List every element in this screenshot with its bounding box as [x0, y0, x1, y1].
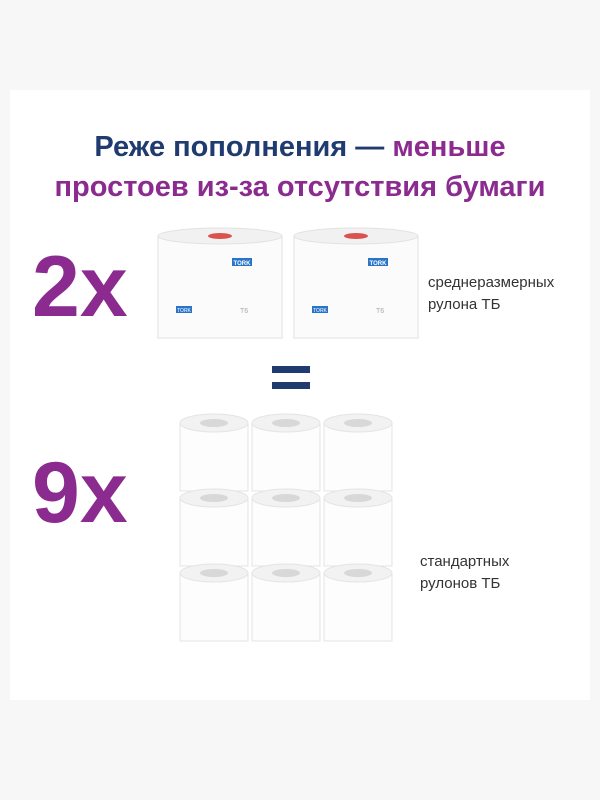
headline-navy: Реже пополнения — — [94, 131, 392, 163]
brand-text: TORK — [370, 261, 388, 267]
roll-body — [323, 572, 393, 642]
brand-text: TORK — [313, 308, 327, 314]
roll-marking: T6 — [376, 308, 384, 315]
roll-label: рулона ТБ — [428, 296, 501, 313]
roll-core — [344, 233, 368, 239]
roll-body — [179, 422, 249, 492]
brand-badge — [232, 258, 252, 266]
roll-body — [293, 235, 419, 339]
brand-text: TORK — [177, 308, 191, 314]
multiplier: 2x — [32, 239, 128, 335]
roll-body — [157, 235, 283, 339]
equals-sign — [272, 366, 310, 373]
equals-sign — [272, 382, 310, 389]
roll-body — [323, 422, 393, 492]
brand-text: TORK — [234, 261, 252, 267]
roll-core — [344, 494, 372, 502]
headline-line1: Реже пополнения — меньше — [94, 131, 505, 163]
roll-body — [179, 497, 249, 567]
roll-core — [200, 569, 228, 577]
brand-badge — [312, 306, 328, 313]
roll-marking: T6 — [240, 308, 248, 315]
roll-label: среднеразмерных — [428, 274, 555, 291]
roll-core — [344, 419, 372, 427]
roll-core — [200, 494, 228, 502]
multiplier: 9x — [32, 445, 128, 541]
headline-line2: простоев из-за отсутствия бумаги — [55, 171, 546, 203]
roll-body — [179, 572, 249, 642]
headline-purple: меньше — [392, 131, 505, 163]
roll-body — [251, 497, 321, 567]
roll-body — [251, 572, 321, 642]
roll-body — [251, 422, 321, 492]
roll-core — [200, 419, 228, 427]
roll-core — [344, 569, 372, 577]
brand-badge — [368, 258, 388, 266]
roll-core — [272, 569, 300, 577]
roll-label: стандартных — [420, 553, 510, 570]
roll-core — [208, 233, 232, 239]
brand-badge — [176, 306, 192, 313]
roll-core — [272, 419, 300, 427]
roll-core — [272, 494, 300, 502]
roll-body — [323, 497, 393, 567]
roll-label: рулонов ТБ — [420, 575, 501, 592]
